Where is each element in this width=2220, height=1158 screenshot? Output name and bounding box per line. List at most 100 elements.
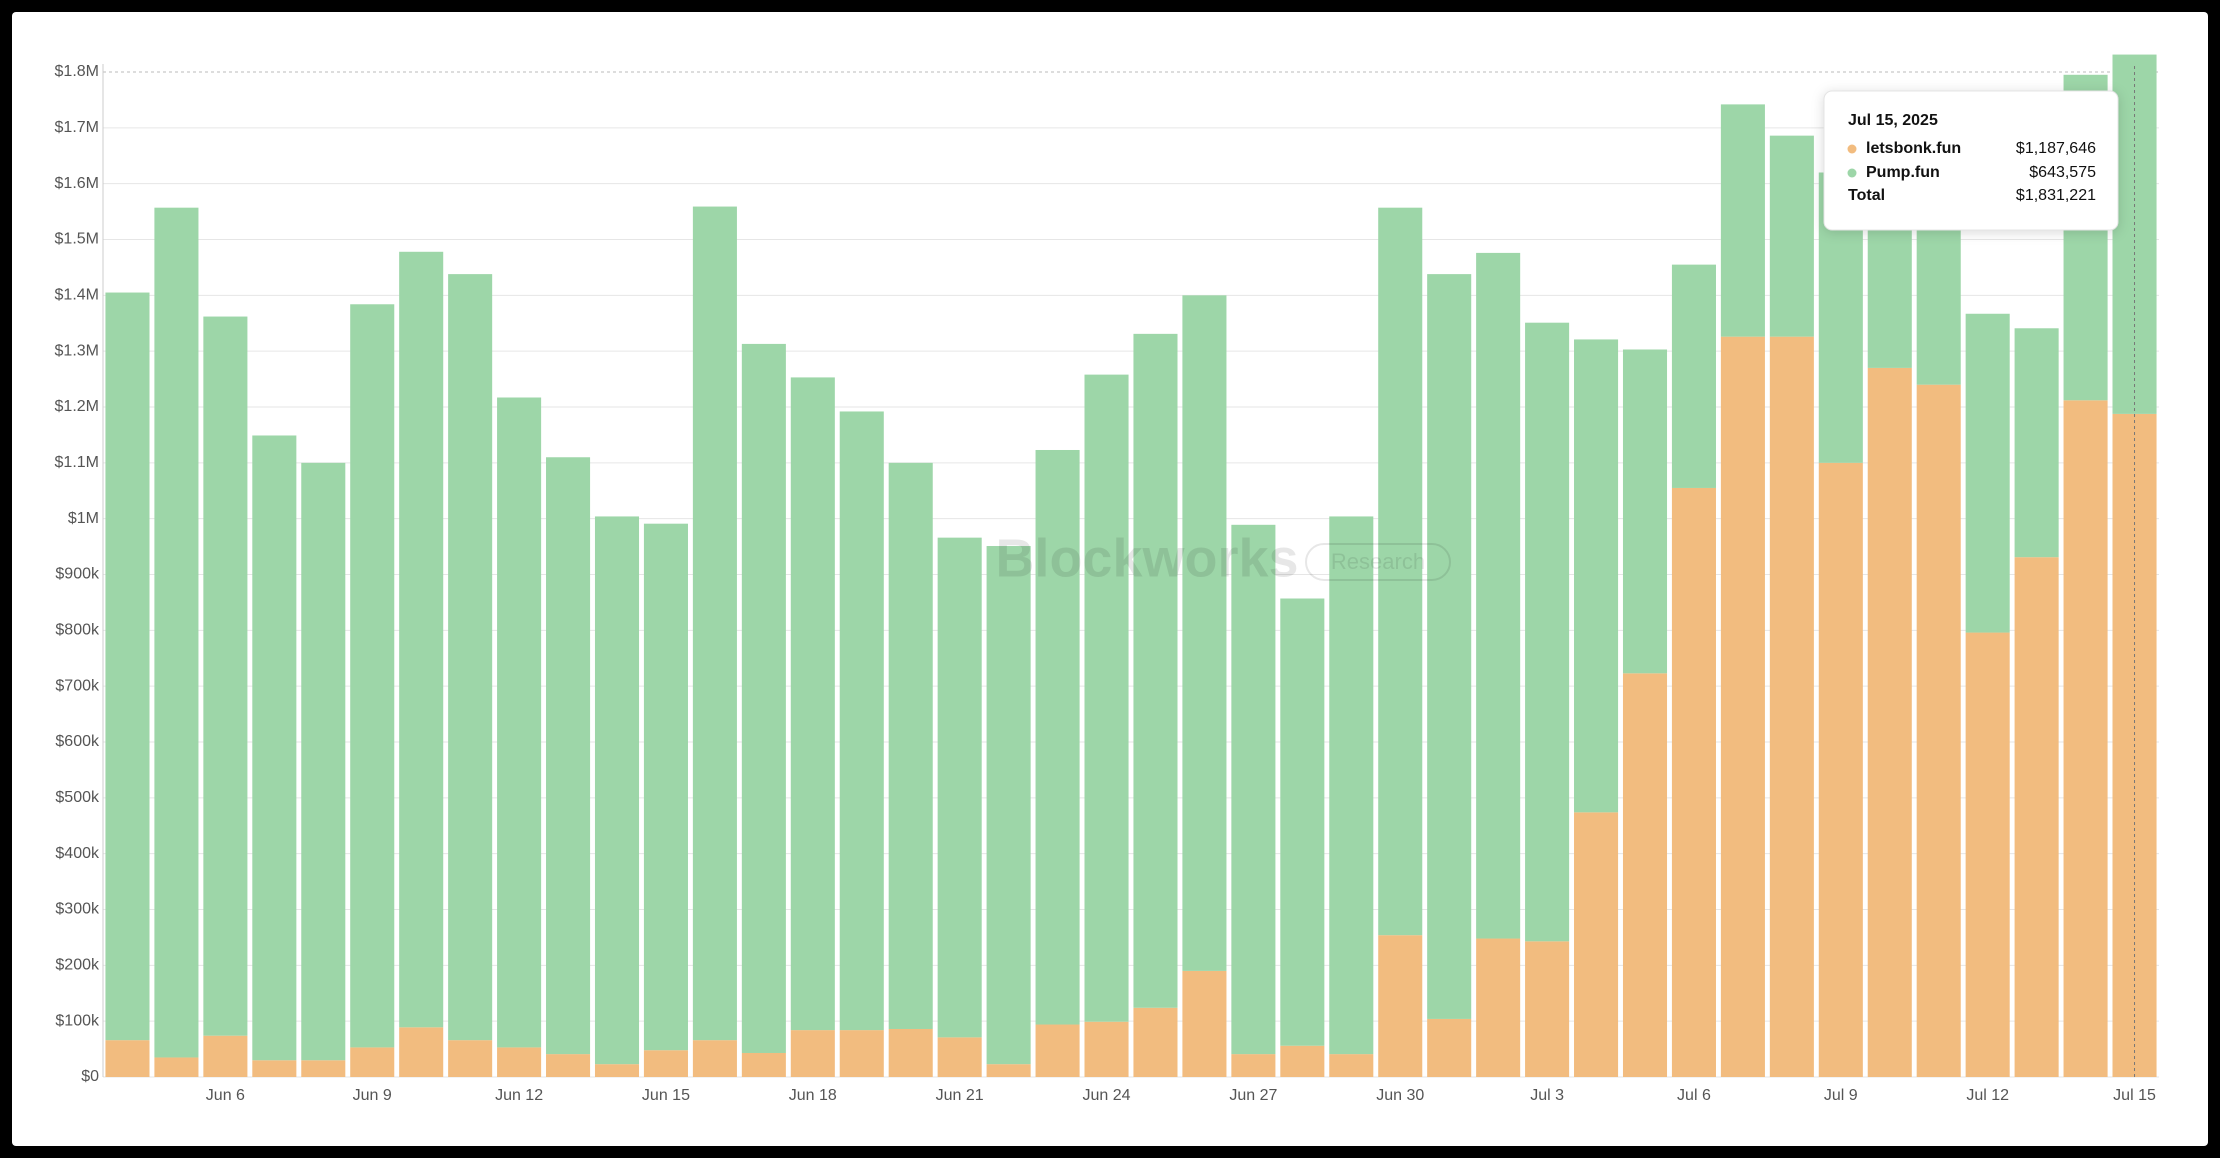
bar-segment [1182,970,1227,1077]
bar-segment [301,462,346,1061]
tooltip-total: $1,831,221 [2016,187,2096,204]
bar-segment [594,516,640,1065]
y-tick-label: $600k [55,733,100,750]
y-tick-label: $1M [68,510,99,527]
y-tick-label: $800k [55,622,100,639]
tooltip-value: $1,187,646 [2016,140,2096,157]
y-tick-label: $1.4M [55,287,99,304]
bar-segment [1084,1021,1129,1077]
bar-segment [790,377,835,1031]
x-tick-label: Jun 12 [495,1087,543,1104]
x-tick-label: Jul 6 [1677,1087,1711,1104]
bar-segment [1182,295,1227,971]
x-tick-label: Jun 18 [789,1087,837,1104]
x-tick-label: Jul 12 [1966,1087,2009,1104]
bar-segment [888,462,933,1029]
bar-segment [937,1037,982,1077]
bar-segment [1329,516,1374,1055]
bar-segment [154,207,199,1058]
labels: $0 $100k $200k $300k $400k $500k $600k $700k $80… [55,63,2156,1104]
bar-segment [1231,524,1276,1055]
bar-segment [790,1030,835,1077]
tooltip: Jul 15, 2025 letsbonk.fun $1,187,646 Pum… [1823,90,2119,231]
x-tick-label: Jun 9 [353,1087,392,1104]
x-tick-label: Jun 21 [936,1087,984,1104]
bar-segment [986,546,1031,1065]
y-tick-label: $300k [55,901,100,918]
bar-segment [1769,336,1814,1077]
x-tick-label: Jun 24 [1083,1087,1131,1104]
bar-segment [1525,322,1570,942]
bar-segment [839,411,884,1031]
bar-segment [1574,812,1619,1077]
tooltip-value: $643,575 [2029,164,2096,181]
bar-segment [1476,252,1521,939]
bar-segment [1084,374,1129,1022]
bar-segment [1035,1024,1080,1077]
bar-segment [1378,207,1423,936]
bar-segment [203,316,248,1036]
bar-segment [1622,673,1668,1077]
bar-segment [252,1060,297,1077]
bar-segment [350,1047,395,1077]
bar-segment [1965,632,2010,1077]
watermark-brand: Blockworks [995,528,1298,588]
y-tick-label: $1.3M [55,342,99,359]
bar-segment [1867,367,1912,1078]
tooltip-title: Jul 15, 2025 [1848,112,1938,129]
bar-segment [105,1040,150,1077]
bar-segment [301,1060,346,1077]
bar-segment [1280,1045,1325,1077]
bar-segment [986,1064,1031,1077]
bar-segment [937,537,982,1038]
y-tick-label: $100k [55,1012,100,1029]
bar-segment [888,1028,933,1077]
y-tick-label: $1.8M [55,63,99,80]
x-tick-label: Jun 15 [642,1087,690,1104]
y-tick-label: $900k [55,566,100,583]
bar-segment [643,523,688,1051]
y-tick-label: $400k [55,845,100,862]
y-tick-label: $1.1M [55,454,99,471]
bar-segment [497,397,542,1048]
bar-segment [1133,333,1178,1008]
bar-segment [399,1027,444,1077]
bar-segment [1671,487,1716,1077]
bar-segment [2063,400,2108,1077]
watermark-pill [1305,543,1451,581]
bar-segment [643,1050,688,1077]
x-tick-label: Jul 3 [1530,1087,1564,1104]
bar-segment [546,1054,591,1077]
y-tick-label: $1.5M [55,231,99,248]
x-tick-label: Jul 15 [2113,1087,2156,1104]
tooltip-dot [1847,168,1857,178]
tooltip-box [1823,90,2119,231]
y-tick-label: $1.2M [55,398,99,415]
y-tick-label: $1.6M [55,175,99,192]
bar-segment [1427,274,1472,1019]
bar-segment [692,1040,737,1077]
bar-segment [741,1052,786,1077]
tooltip-total-name: Total [1848,187,1885,204]
watermark: Blockworks Research [995,528,1451,588]
bar-segment [350,304,395,1048]
y-tick-label: $700k [55,677,100,694]
y-tick-label: $200k [55,957,100,974]
bar-segment [448,274,493,1041]
y-tick-label: $500k [55,789,100,806]
bar-segment [1525,941,1570,1077]
bar-segment [154,1057,199,1077]
bar-segment [1720,336,1765,1077]
bar-segment [1769,135,1814,337]
bar-segment [1965,313,2010,633]
y-tick-label: $0 [81,1068,99,1085]
bar-segment [741,343,786,1053]
bar-segment [594,1064,640,1077]
x-tick-label: Jun 6 [206,1087,245,1104]
bar-segment [1231,1054,1276,1077]
bar-segment [105,292,150,1041]
bar-segment [399,251,444,1028]
bar-segment [1378,935,1423,1077]
